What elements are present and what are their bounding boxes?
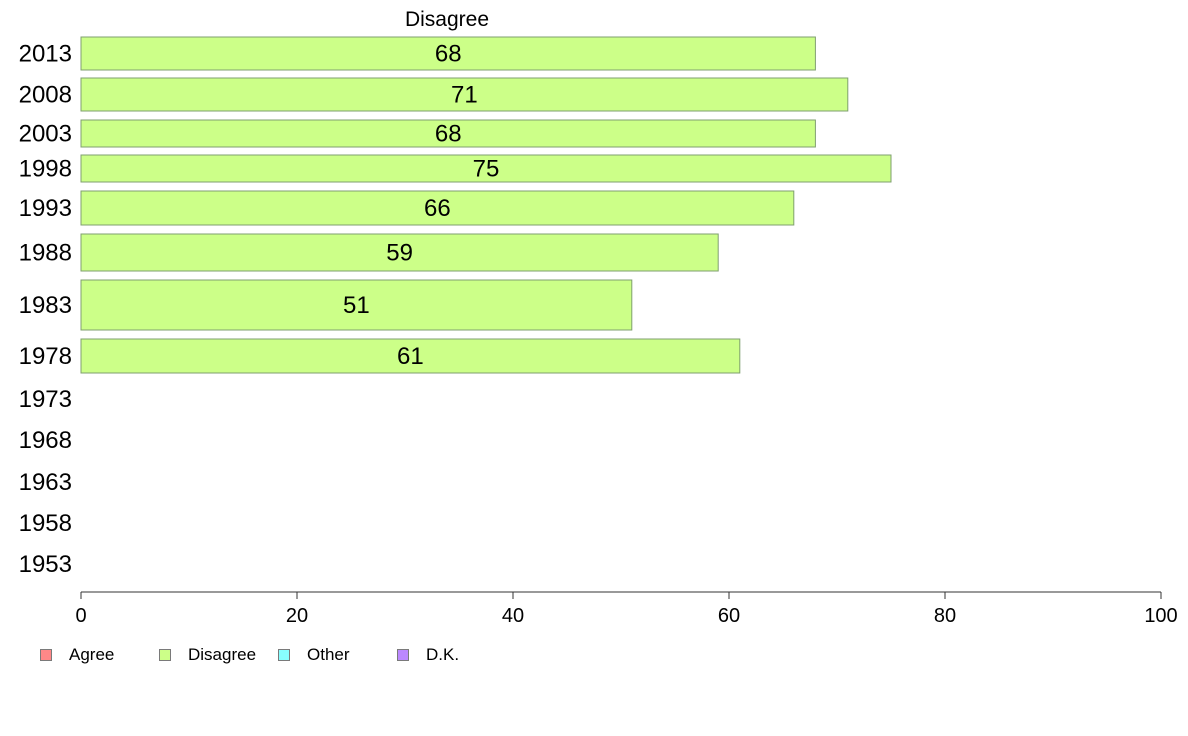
legend-swatch <box>40 649 52 661</box>
bar <box>80 154 892 183</box>
y-tick-label: 2003 <box>19 121 72 148</box>
bars-group: 68 71 68 75 66 59 51 61 <box>80 36 892 374</box>
x-tick-label: 100 <box>1144 605 1177 627</box>
legend-swatch <box>278 649 290 661</box>
y-tick-label: 1973 <box>19 386 72 413</box>
legend-label: D.K. <box>426 645 460 664</box>
chart-title: Disagree <box>405 8 489 31</box>
bar <box>80 36 816 71</box>
bar-value-label: 51 <box>343 292 370 319</box>
y-tick-label: 1968 <box>19 427 72 454</box>
legend-swatch <box>159 649 171 661</box>
bar-value-label: 68 <box>435 121 462 148</box>
bar <box>80 279 633 331</box>
x-tick-label: 20 <box>286 605 308 627</box>
y-tick-label: 1978 <box>19 343 72 370</box>
x-tick-label: 40 <box>502 605 524 627</box>
bar <box>80 77 849 112</box>
legend-item-dk: D.K. <box>397 644 459 666</box>
y-tick-label: 1953 <box>19 551 72 578</box>
legend-label: Agree <box>69 645 115 664</box>
legend-item-other: Other <box>278 644 350 666</box>
y-tick-label: 1993 <box>19 195 72 222</box>
bar-value-label: 75 <box>473 156 500 183</box>
y-tick-label: 1983 <box>19 292 72 319</box>
x-axis: 0 20 40 60 80 100 <box>75 591 1178 627</box>
legend-swatch <box>397 649 409 661</box>
bar <box>80 190 795 226</box>
bar-value-label: 61 <box>397 343 424 370</box>
x-tick-label: 80 <box>934 605 956 627</box>
bar-value-label: 68 <box>435 41 462 68</box>
legend-label: Disagree <box>188 645 257 664</box>
y-tick-label: 2013 <box>19 41 72 68</box>
legend-item-disagree: Disagree <box>159 644 256 666</box>
y-tick-label: 1963 <box>19 469 72 496</box>
y-axis-labels: 2013 2008 2003 1998 1993 1988 1983 1978 1973 1968… <box>19 41 72 579</box>
legend-item-agree: Agree <box>40 644 114 666</box>
y-tick-label: 1958 <box>19 510 72 537</box>
legend-label: Other <box>307 645 350 664</box>
bar-value-label: 66 <box>424 195 451 222</box>
y-tick-label: 1998 <box>19 156 72 183</box>
bar-value-label: 59 <box>386 240 413 267</box>
legend: Agree Disagree Other D.K. <box>40 644 740 666</box>
x-tick-label: 0 <box>75 605 86 627</box>
bar <box>80 338 741 374</box>
x-tick-label: 60 <box>718 605 740 627</box>
y-tick-label: 2008 <box>19 82 72 109</box>
bar <box>80 119 816 148</box>
bar-value-label: 71 <box>451 82 478 109</box>
bar <box>80 233 719 272</box>
y-tick-label: 1988 <box>19 240 72 267</box>
